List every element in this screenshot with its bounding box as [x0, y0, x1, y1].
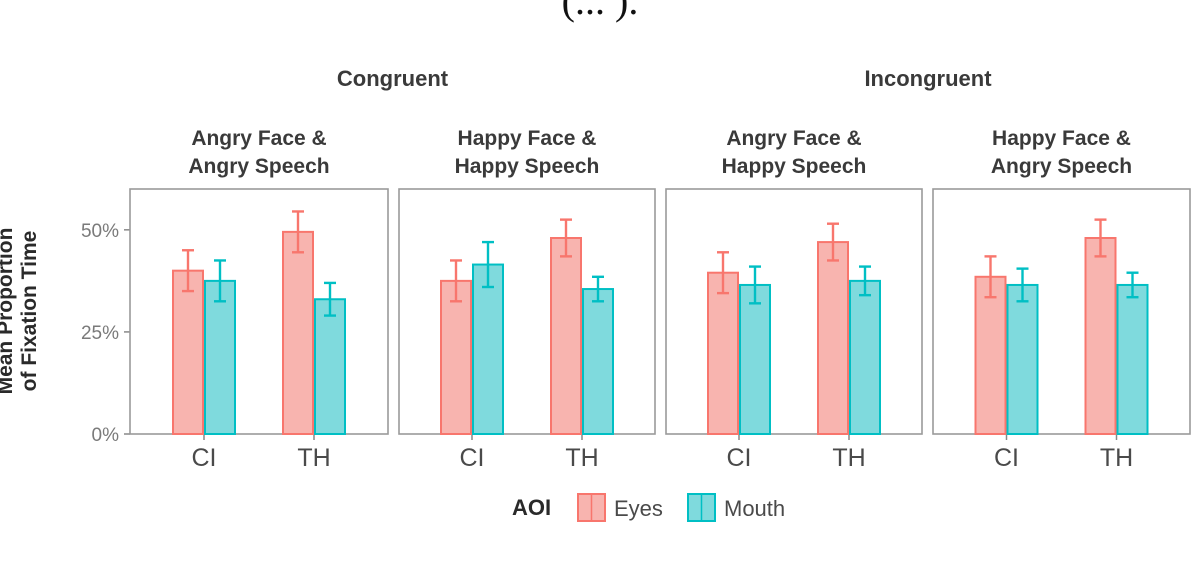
- y-tick-label-1: 25%: [81, 323, 119, 344]
- x-tick-label-0-0: CI: [192, 444, 217, 472]
- legend-label-mouth: Mouth: [724, 496, 785, 521]
- facet-panel-3: [932, 188, 1191, 435]
- bar-eyes-0-0: [172, 269, 204, 435]
- facet-title-3-line-0: Happy Face &: [992, 127, 1131, 150]
- x-tick-label-0-1: TH: [297, 444, 330, 472]
- facet-panel-0: [129, 188, 389, 435]
- x-tick-label-3-0: CI: [994, 444, 1019, 472]
- y-axis-title-line-1: of Fixation Time: [18, 231, 41, 392]
- bar-mouth-2-1: [849, 279, 881, 435]
- facet-title-3-line-1: Angry Speech: [991, 155, 1132, 178]
- bar-eyes-2-1: [817, 241, 849, 435]
- bar-mouth-3-0: [1006, 283, 1039, 436]
- x-tick-label-1-1: TH: [565, 444, 598, 472]
- bar-mouth-3-1: [1116, 283, 1149, 436]
- y-axis-title-line-0: Mean Proportion: [0, 228, 17, 395]
- legend-title: AOI: [512, 495, 551, 520]
- bar-mouth-0-0: [204, 279, 236, 435]
- x-tick-label-2-0: CI: [727, 444, 752, 472]
- facet-panel-2: [665, 188, 923, 435]
- bar-mouth-2-0: [739, 283, 771, 436]
- bar-eyes-2-0: [707, 271, 739, 436]
- y-axis-title: Mean Proportion of Fixation Time: [0, 228, 41, 395]
- x-tick-label-1-0: CI: [460, 444, 485, 472]
- group-title-1: Incongruent: [864, 66, 992, 91]
- bar-eyes-0-1: [282, 230, 314, 435]
- facet-panel-1: [398, 188, 656, 435]
- facet-title-1-line-1: Happy Speech: [455, 155, 600, 178]
- bar-eyes-3-0: [974, 275, 1007, 435]
- y-tick-label-0: 0%: [92, 425, 120, 446]
- bar-mouth-1-0: [472, 263, 504, 435]
- legend: AOI Eyes Mouth: [512, 493, 785, 522]
- cropped-caption-text: (... ).: [562, 0, 639, 23]
- bar-mouth-0-1: [314, 298, 346, 435]
- facet-title-0-line-0: Angry Face &: [191, 127, 326, 150]
- plot-area: Congruent Incongruent 0% 25% 50% Angry Face &…: [81, 66, 1191, 472]
- x-tick-label-3-1: TH: [1100, 444, 1133, 472]
- bar-eyes-1-0: [440, 279, 472, 435]
- bar-mouth-1-1: [582, 288, 614, 435]
- x-tick-label-2-1: TH: [832, 444, 865, 472]
- facet-title-2-line-0: Angry Face &: [726, 127, 861, 150]
- facet-title-2-line-1: Happy Speech: [722, 155, 867, 178]
- bar-eyes-3-1: [1084, 237, 1117, 435]
- facet-title-1-line-0: Happy Face &: [458, 127, 597, 150]
- facet-title-0-line-1: Angry Speech: [188, 155, 329, 178]
- group-title-0: Congruent: [337, 66, 449, 91]
- y-tick-label-2: 50%: [81, 221, 119, 242]
- legend-label-eyes: Eyes: [614, 496, 663, 521]
- bar-eyes-1-1: [550, 237, 582, 435]
